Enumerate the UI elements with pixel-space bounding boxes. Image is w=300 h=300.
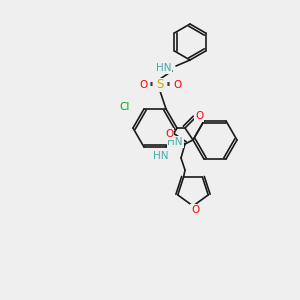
Text: O: O <box>165 129 173 139</box>
Text: O: O <box>139 80 147 90</box>
Text: O: O <box>195 111 203 121</box>
Text: HN: HN <box>154 151 169 161</box>
Text: HN: HN <box>167 137 183 147</box>
Text: O: O <box>173 80 181 90</box>
Text: S: S <box>156 79 164 92</box>
Text: Cl: Cl <box>120 102 130 112</box>
Text: O: O <box>191 205 199 215</box>
Text: HN: HN <box>156 63 172 73</box>
